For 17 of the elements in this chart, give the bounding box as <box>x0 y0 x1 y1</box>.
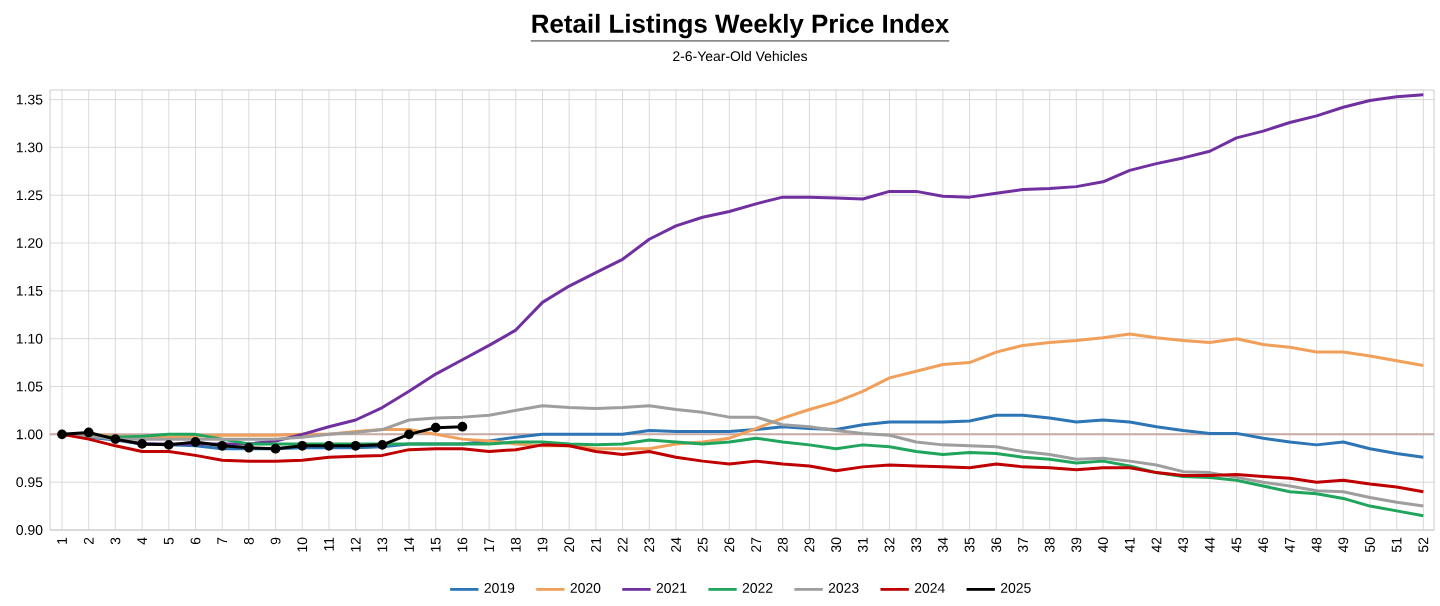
point <box>270 443 281 454</box>
point <box>297 440 308 451</box>
point <box>110 434 121 445</box>
point <box>83 427 94 438</box>
point <box>137 439 147 449</box>
point <box>190 437 201 447</box>
point <box>243 442 254 453</box>
point <box>163 439 174 450</box>
point <box>217 440 228 451</box>
point <box>404 429 414 440</box>
point <box>324 440 334 451</box>
point <box>377 439 388 450</box>
point <box>430 422 441 433</box>
point <box>457 421 468 432</box>
point <box>57 429 67 440</box>
chart-title: Retail Listings Weekly Price Index <box>532 13 950 39</box>
point <box>350 440 361 451</box>
